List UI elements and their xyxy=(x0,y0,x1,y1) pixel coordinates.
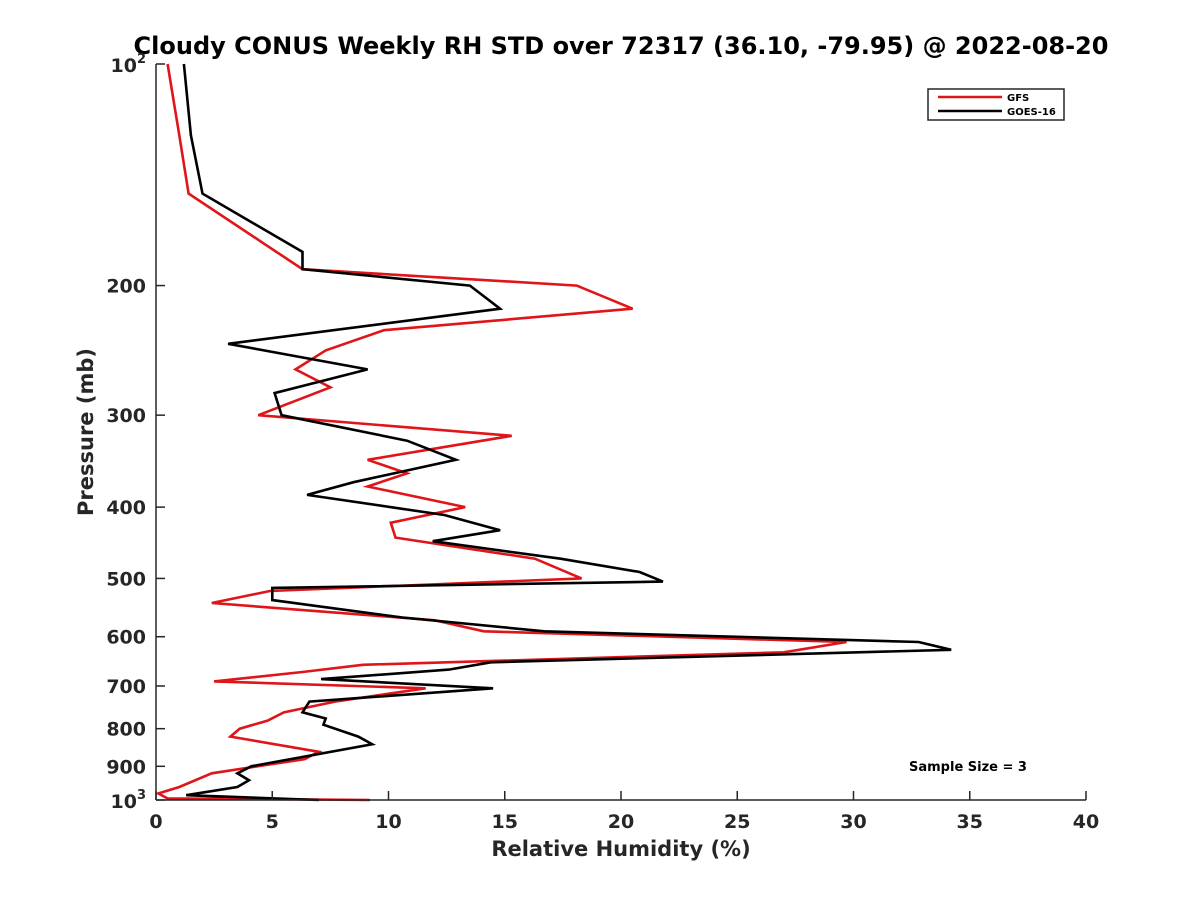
y-tick-label: 200 xyxy=(106,276,146,298)
legend-box xyxy=(927,88,1065,121)
y-tick-label: 400 xyxy=(106,497,146,519)
y-tick-label: 103 xyxy=(111,788,147,813)
legend-label-goes16: GOES-16 xyxy=(1007,107,1056,118)
x-tick-label: 30 xyxy=(840,811,866,833)
x-tick-label: 10 xyxy=(375,811,401,833)
sample-size-annotation: Sample Size = 3 xyxy=(909,760,1027,775)
x-tick-label: 15 xyxy=(492,811,518,833)
y-axis-label: Pressure (mb) xyxy=(74,348,98,516)
series-line-goes16 xyxy=(182,63,952,802)
y-tick-label: 900 xyxy=(106,756,146,778)
x-tick-label: 25 xyxy=(724,811,750,833)
x-tick-label: 35 xyxy=(957,811,983,833)
y-tick-label: 300 xyxy=(106,405,146,427)
plot-area: 0 5 10 15 20 25 30 35 40 102 200 300 400 500 600 700 80… xyxy=(106,52,1099,833)
y-tick-label: 700 xyxy=(106,676,146,698)
y-tick-label: 800 xyxy=(106,719,146,741)
x-tick-label: 5 xyxy=(266,811,279,833)
y-tick-label: 500 xyxy=(106,568,146,590)
x-axis-label: Relative Humidity (%) xyxy=(491,837,750,861)
x-tick-label: 0 xyxy=(149,811,162,833)
legend: GFS GOES-16 xyxy=(927,88,1065,121)
x-tick-label: 20 xyxy=(608,811,634,833)
x-ticks: 0 5 10 15 20 25 30 35 40 xyxy=(149,791,1099,833)
y-tick-label: 102 xyxy=(111,52,147,77)
series-layer xyxy=(154,63,952,802)
legend-label-gfs: GFS xyxy=(1007,93,1029,104)
chart-title: Cloudy CONUS Weekly RH STD over 72317 (3… xyxy=(134,32,1109,60)
series-line-gfs xyxy=(154,63,847,802)
x-tick-label: 40 xyxy=(1073,811,1099,833)
y-tick-label: 600 xyxy=(106,627,146,649)
y-ticks: 102 200 300 400 500 600 700 800 900 103 xyxy=(106,52,165,813)
